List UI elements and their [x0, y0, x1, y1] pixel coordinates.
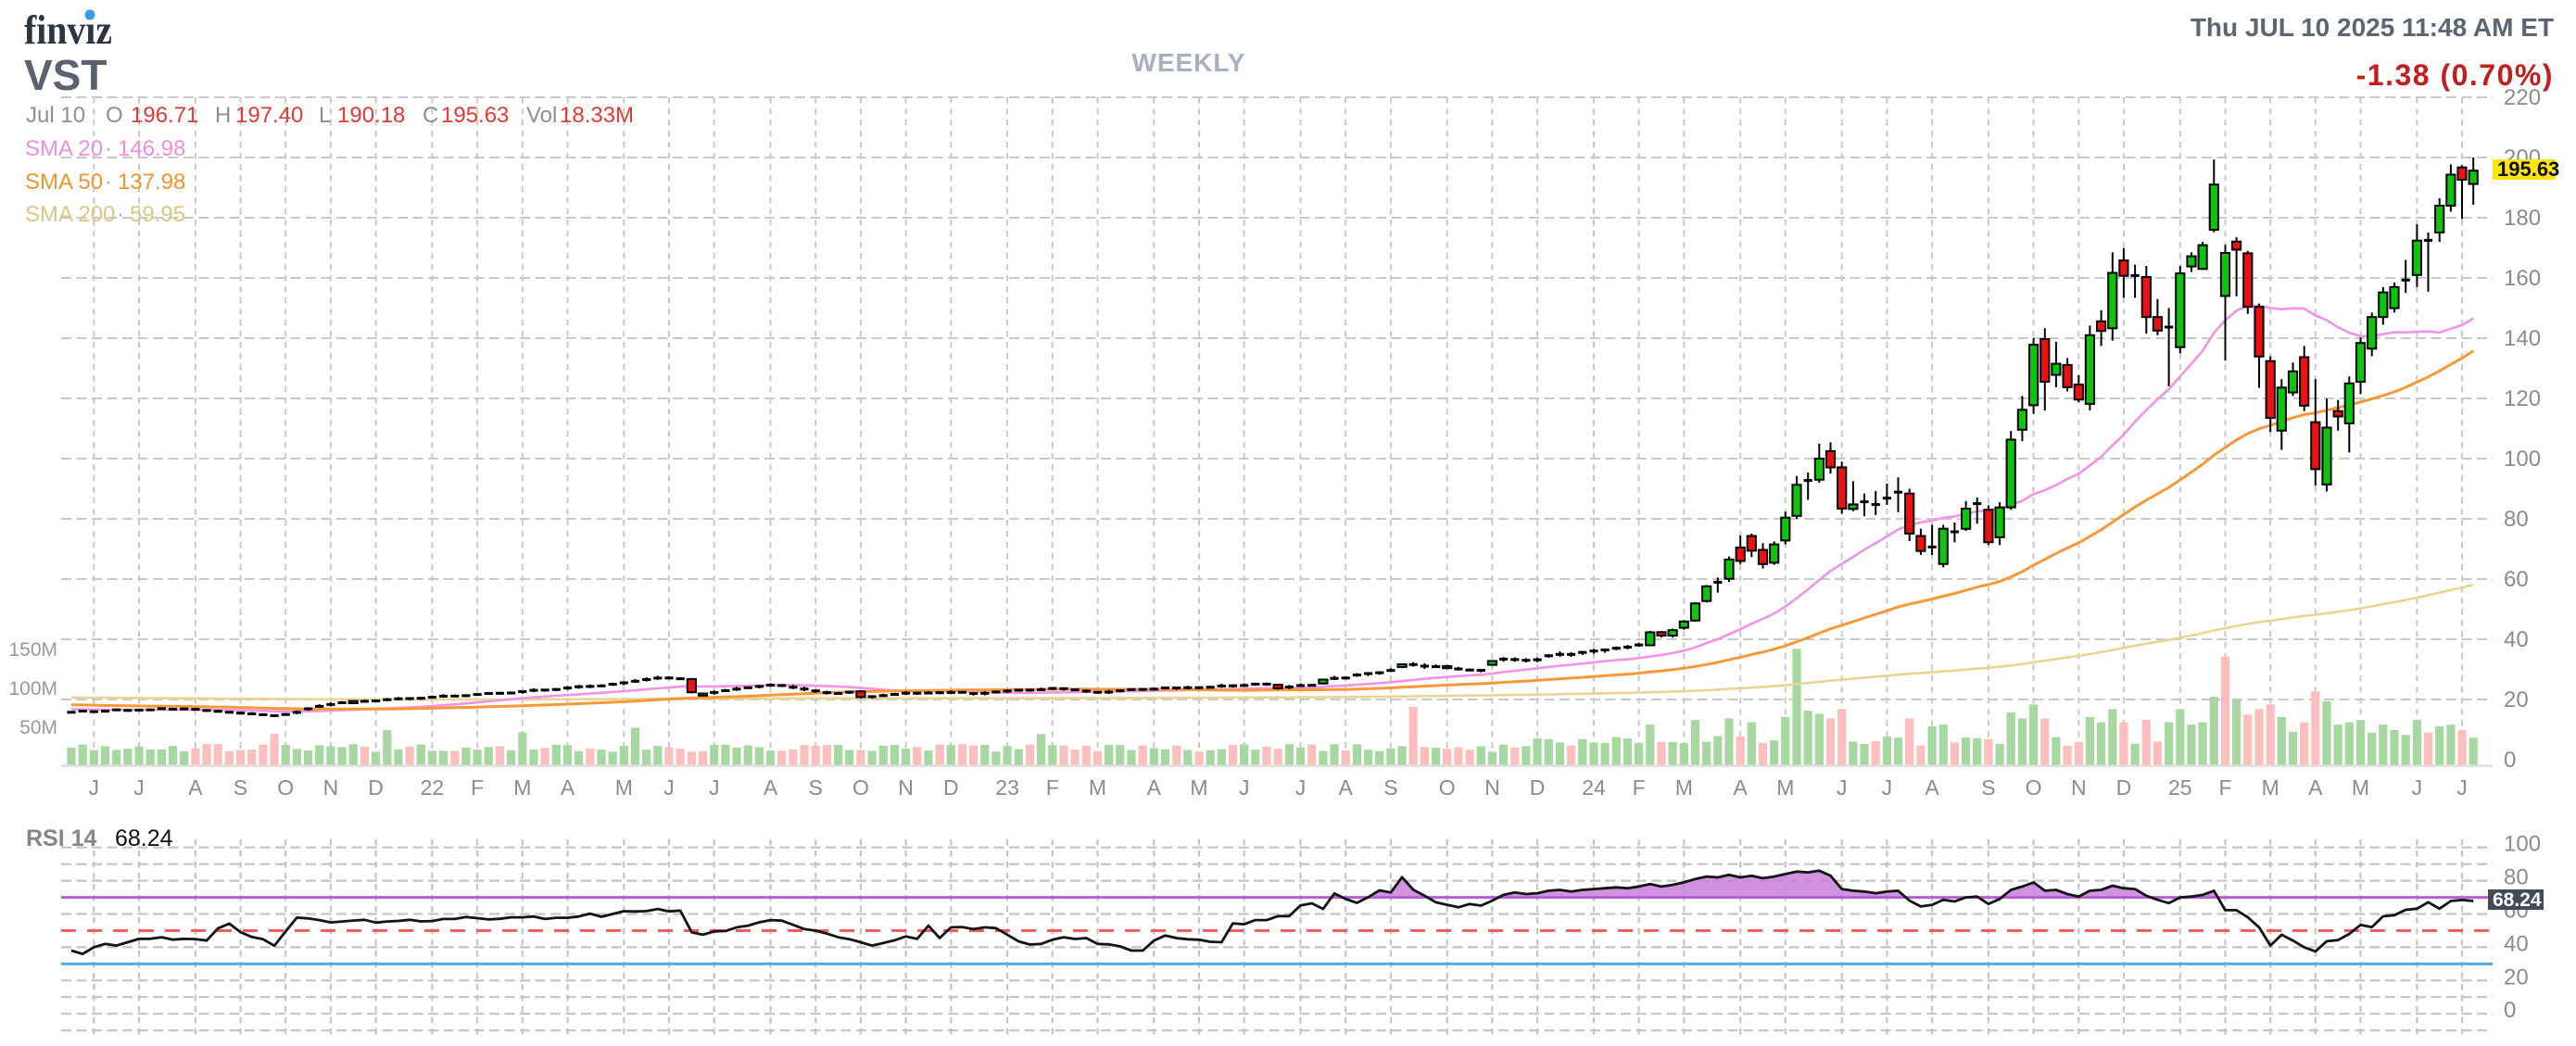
svg-text:100: 100	[2504, 832, 2541, 857]
svg-text:100M: 100M	[8, 678, 57, 699]
svg-text:-1.38 (0.70%): -1.38 (0.70%)	[2356, 58, 2554, 92]
svg-text:146.98: 146.98	[118, 136, 185, 161]
svg-text:Vol: Vol	[526, 103, 557, 128]
svg-text:20: 20	[2504, 687, 2529, 712]
svg-text:A: A	[1734, 775, 1749, 800]
svg-text:A: A	[561, 775, 575, 800]
svg-text:190.18: 190.18	[337, 103, 405, 128]
svg-text:M: M	[1776, 775, 1794, 800]
svg-text:196.71: 196.71	[131, 103, 198, 128]
svg-text:N: N	[1484, 775, 1500, 800]
svg-text:50M: 50M	[19, 717, 57, 738]
svg-text:M: M	[513, 775, 531, 800]
svg-text:195.63: 195.63	[441, 103, 509, 128]
svg-text:F: F	[471, 775, 484, 800]
svg-text:68.24: 68.24	[115, 825, 173, 851]
svg-text:WEEKLY: WEEKLY	[1131, 48, 1245, 77]
svg-text:M: M	[2352, 775, 2369, 800]
svg-text:J: J	[1295, 775, 1307, 800]
svg-text:SMA 50: SMA 50	[25, 170, 103, 195]
svg-text:·: ·	[117, 202, 124, 227]
svg-text:J: J	[133, 775, 145, 800]
svg-text:O: O	[1439, 775, 1456, 800]
svg-text:J: J	[89, 775, 100, 800]
svg-text:H: H	[215, 103, 231, 128]
svg-text:J: J	[1882, 775, 1893, 800]
svg-text:180: 180	[2504, 206, 2541, 231]
svg-text:137.98: 137.98	[118, 170, 185, 195]
svg-text:A: A	[2308, 775, 2323, 800]
svg-text:J: J	[2412, 775, 2423, 800]
svg-text:20: 20	[2504, 964, 2529, 989]
svg-text:·: ·	[105, 136, 112, 161]
svg-text:J: J	[2456, 775, 2468, 800]
svg-text:SMA 20: SMA 20	[25, 136, 103, 161]
svg-text:Thu JUL 10 2025 11:48 AM ET: Thu JUL 10 2025 11:48 AM ET	[2191, 13, 2554, 42]
svg-text:finviz: finviz	[24, 7, 112, 53]
svg-text:S: S	[234, 775, 247, 800]
svg-text:·: ·	[105, 170, 112, 195]
svg-text:N: N	[898, 775, 914, 800]
svg-text:40: 40	[2504, 931, 2529, 956]
svg-text:M: M	[615, 775, 633, 800]
svg-text:0: 0	[2504, 998, 2516, 1023]
svg-text:F: F	[2218, 775, 2231, 800]
svg-text:18.33M: 18.33M	[560, 103, 634, 128]
svg-text:A: A	[1147, 775, 1162, 800]
svg-text:O: O	[277, 775, 294, 800]
svg-text:M: M	[2262, 775, 2279, 800]
svg-text:M: M	[1089, 775, 1106, 800]
svg-text:0: 0	[2504, 748, 2516, 773]
svg-text:40: 40	[2504, 627, 2529, 652]
svg-text:A: A	[1925, 775, 1939, 800]
svg-text:23: 23	[995, 775, 1019, 800]
svg-text:D: D	[943, 775, 959, 800]
svg-text:A: A	[188, 775, 203, 800]
svg-text:60: 60	[2504, 567, 2529, 592]
svg-text:120: 120	[2504, 386, 2541, 411]
svg-text:F: F	[1633, 775, 1646, 800]
svg-text:80: 80	[2504, 507, 2529, 532]
svg-text:160: 160	[2504, 266, 2541, 291]
svg-text:68.24: 68.24	[2493, 889, 2542, 911]
svg-text:O: O	[2026, 775, 2042, 800]
svg-text:J: J	[1837, 775, 1848, 800]
svg-text:J: J	[1239, 775, 1250, 800]
svg-text:N: N	[323, 775, 339, 800]
svg-text:RSI 14: RSI 14	[26, 825, 97, 851]
svg-text:195.63: 195.63	[2497, 158, 2559, 181]
svg-text:D: D	[1530, 775, 1546, 800]
svg-text:S: S	[1383, 775, 1397, 800]
svg-text:80: 80	[2504, 865, 2529, 890]
svg-text:VST: VST	[24, 51, 107, 99]
svg-text:25: 25	[2168, 775, 2192, 800]
svg-text:M: M	[1190, 775, 1207, 800]
svg-text:C: C	[423, 103, 438, 128]
svg-text:140: 140	[2504, 326, 2541, 351]
svg-text:197.40: 197.40	[235, 103, 303, 128]
svg-text:O: O	[852, 775, 869, 800]
svg-text:D: D	[2116, 775, 2132, 800]
svg-text:22: 22	[421, 775, 445, 800]
svg-text:L: L	[319, 103, 331, 128]
svg-text:24: 24	[1582, 775, 1606, 800]
svg-text:N: N	[2071, 775, 2087, 800]
svg-text:O: O	[106, 103, 123, 128]
svg-text:150M: 150M	[8, 639, 57, 661]
svg-text:D: D	[368, 775, 384, 800]
svg-text:F: F	[1046, 775, 1059, 800]
svg-text:Jul 10: Jul 10	[26, 103, 85, 128]
svg-text:S: S	[1981, 775, 1995, 800]
svg-text:S: S	[809, 775, 823, 800]
svg-text:100: 100	[2504, 447, 2541, 472]
svg-text:J: J	[663, 775, 675, 800]
svg-text:A: A	[1339, 775, 1354, 800]
svg-text:59.95: 59.95	[130, 202, 185, 227]
svg-text:A: A	[764, 775, 778, 800]
svg-text:J: J	[709, 775, 720, 800]
svg-text:SMA 200: SMA 200	[25, 202, 115, 227]
svg-text:M: M	[1675, 775, 1693, 800]
svg-text:220: 220	[2504, 85, 2541, 110]
